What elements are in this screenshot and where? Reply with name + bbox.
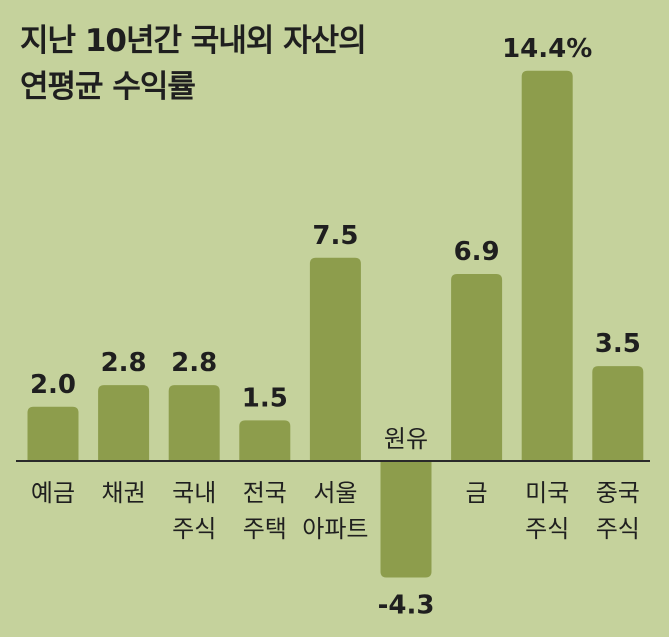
category-label-2: 국내 주식 [172, 479, 216, 543]
value-label-0: 2.0 [30, 370, 76, 400]
bar-5 [380, 461, 432, 578]
bar-3 [239, 420, 291, 461]
category-label-3: 전국 주택 [243, 479, 287, 543]
value-label-2: 2.8 [171, 348, 217, 378]
category-label-0: 예금 [31, 479, 75, 507]
value-label-6: 6.9 [454, 237, 500, 267]
bar-4 [309, 257, 361, 461]
value-label-4: 7.5 [312, 221, 358, 251]
category-label-7: 미국 주식 [525, 479, 569, 543]
bar-6 [451, 274, 503, 461]
bar-2 [168, 385, 220, 461]
category-label-1: 채권 [102, 479, 146, 507]
chart-title: 지난 10년간 국내외 자산의 연평균 수익률 [20, 18, 367, 110]
category-label-6: 금 [466, 479, 488, 507]
value-label-1: 2.8 [101, 348, 147, 378]
chart-title-line-1: 지난 10년간 국내외 자산의 [20, 23, 367, 59]
category-label-5: 원유 [384, 425, 428, 453]
bar-1 [98, 385, 150, 461]
value-label-7: 14.4% [502, 34, 592, 64]
bar-8 [592, 366, 644, 461]
value-label-5: -4.3 [378, 591, 435, 621]
bar-7 [521, 70, 573, 461]
category-label-4: 서울 아파트 [302, 479, 368, 543]
value-label-3: 1.5 [242, 383, 288, 413]
bar-0 [27, 406, 79, 461]
value-label-8: 3.5 [595, 329, 641, 359]
chart-title-line-2: 연평균 수익률 [20, 69, 196, 105]
category-label-8: 중국 주식 [596, 479, 640, 543]
